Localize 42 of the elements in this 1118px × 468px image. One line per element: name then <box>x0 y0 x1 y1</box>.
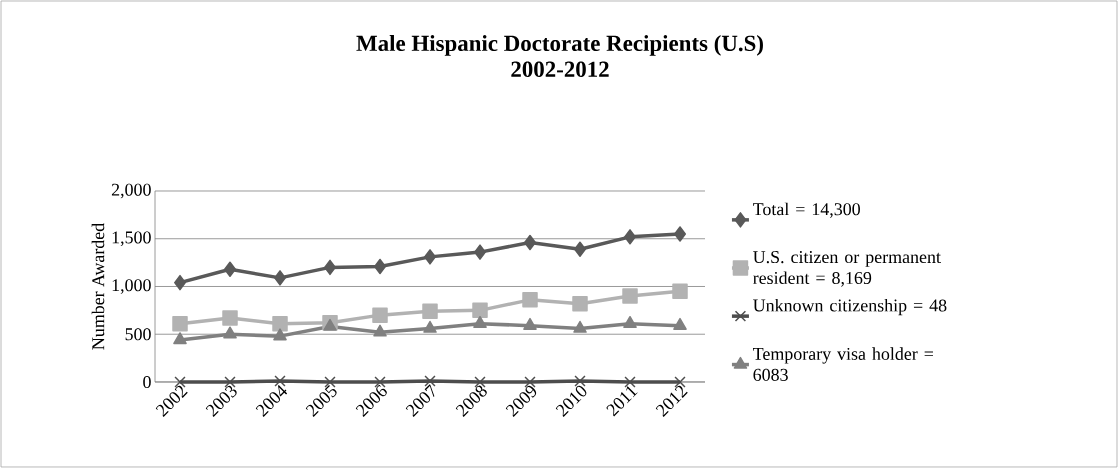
point <box>672 283 688 300</box>
point <box>674 226 687 242</box>
point <box>524 234 537 251</box>
point <box>622 288 638 304</box>
y-tick-label: 2,000 <box>111 183 151 199</box>
point <box>372 307 388 323</box>
y-tick-label: 1,500 <box>112 231 151 247</box>
y-tick-label: 0 <box>143 375 151 389</box>
point <box>673 317 687 330</box>
legend-label: Temporary visa holder = 6083 <box>753 347 933 381</box>
legend-label: Unknown citizenship = 48 <box>753 298 947 316</box>
point <box>324 259 337 276</box>
point <box>422 303 438 320</box>
point <box>573 320 587 333</box>
point <box>624 229 637 245</box>
point <box>523 317 537 330</box>
point <box>423 320 437 333</box>
point <box>224 261 237 278</box>
point <box>473 315 487 328</box>
point <box>623 315 637 328</box>
point <box>223 326 237 339</box>
point <box>373 324 387 337</box>
point <box>522 292 538 308</box>
point <box>574 241 587 257</box>
point <box>474 244 487 260</box>
y-tick-label: 500 <box>125 328 151 341</box>
legend-label: Total = 14,300 <box>753 202 860 218</box>
point <box>174 274 187 291</box>
chart-title: Male Hispanic Doctorate Recipients (U.S) 2002-2012 <box>356 34 763 77</box>
point <box>272 315 288 332</box>
point <box>472 302 488 319</box>
y-axis-title: Number Awarded <box>91 223 105 350</box>
point <box>222 310 238 326</box>
point <box>172 315 188 332</box>
legend-label: U.S. citizen or permanent resident = 8,169 <box>753 251 941 287</box>
point <box>572 295 588 312</box>
point <box>273 328 287 341</box>
point <box>374 258 387 275</box>
point <box>173 332 187 345</box>
y-tick-label: 1,000 <box>112 279 151 294</box>
point <box>424 249 437 265</box>
point <box>274 270 287 286</box>
